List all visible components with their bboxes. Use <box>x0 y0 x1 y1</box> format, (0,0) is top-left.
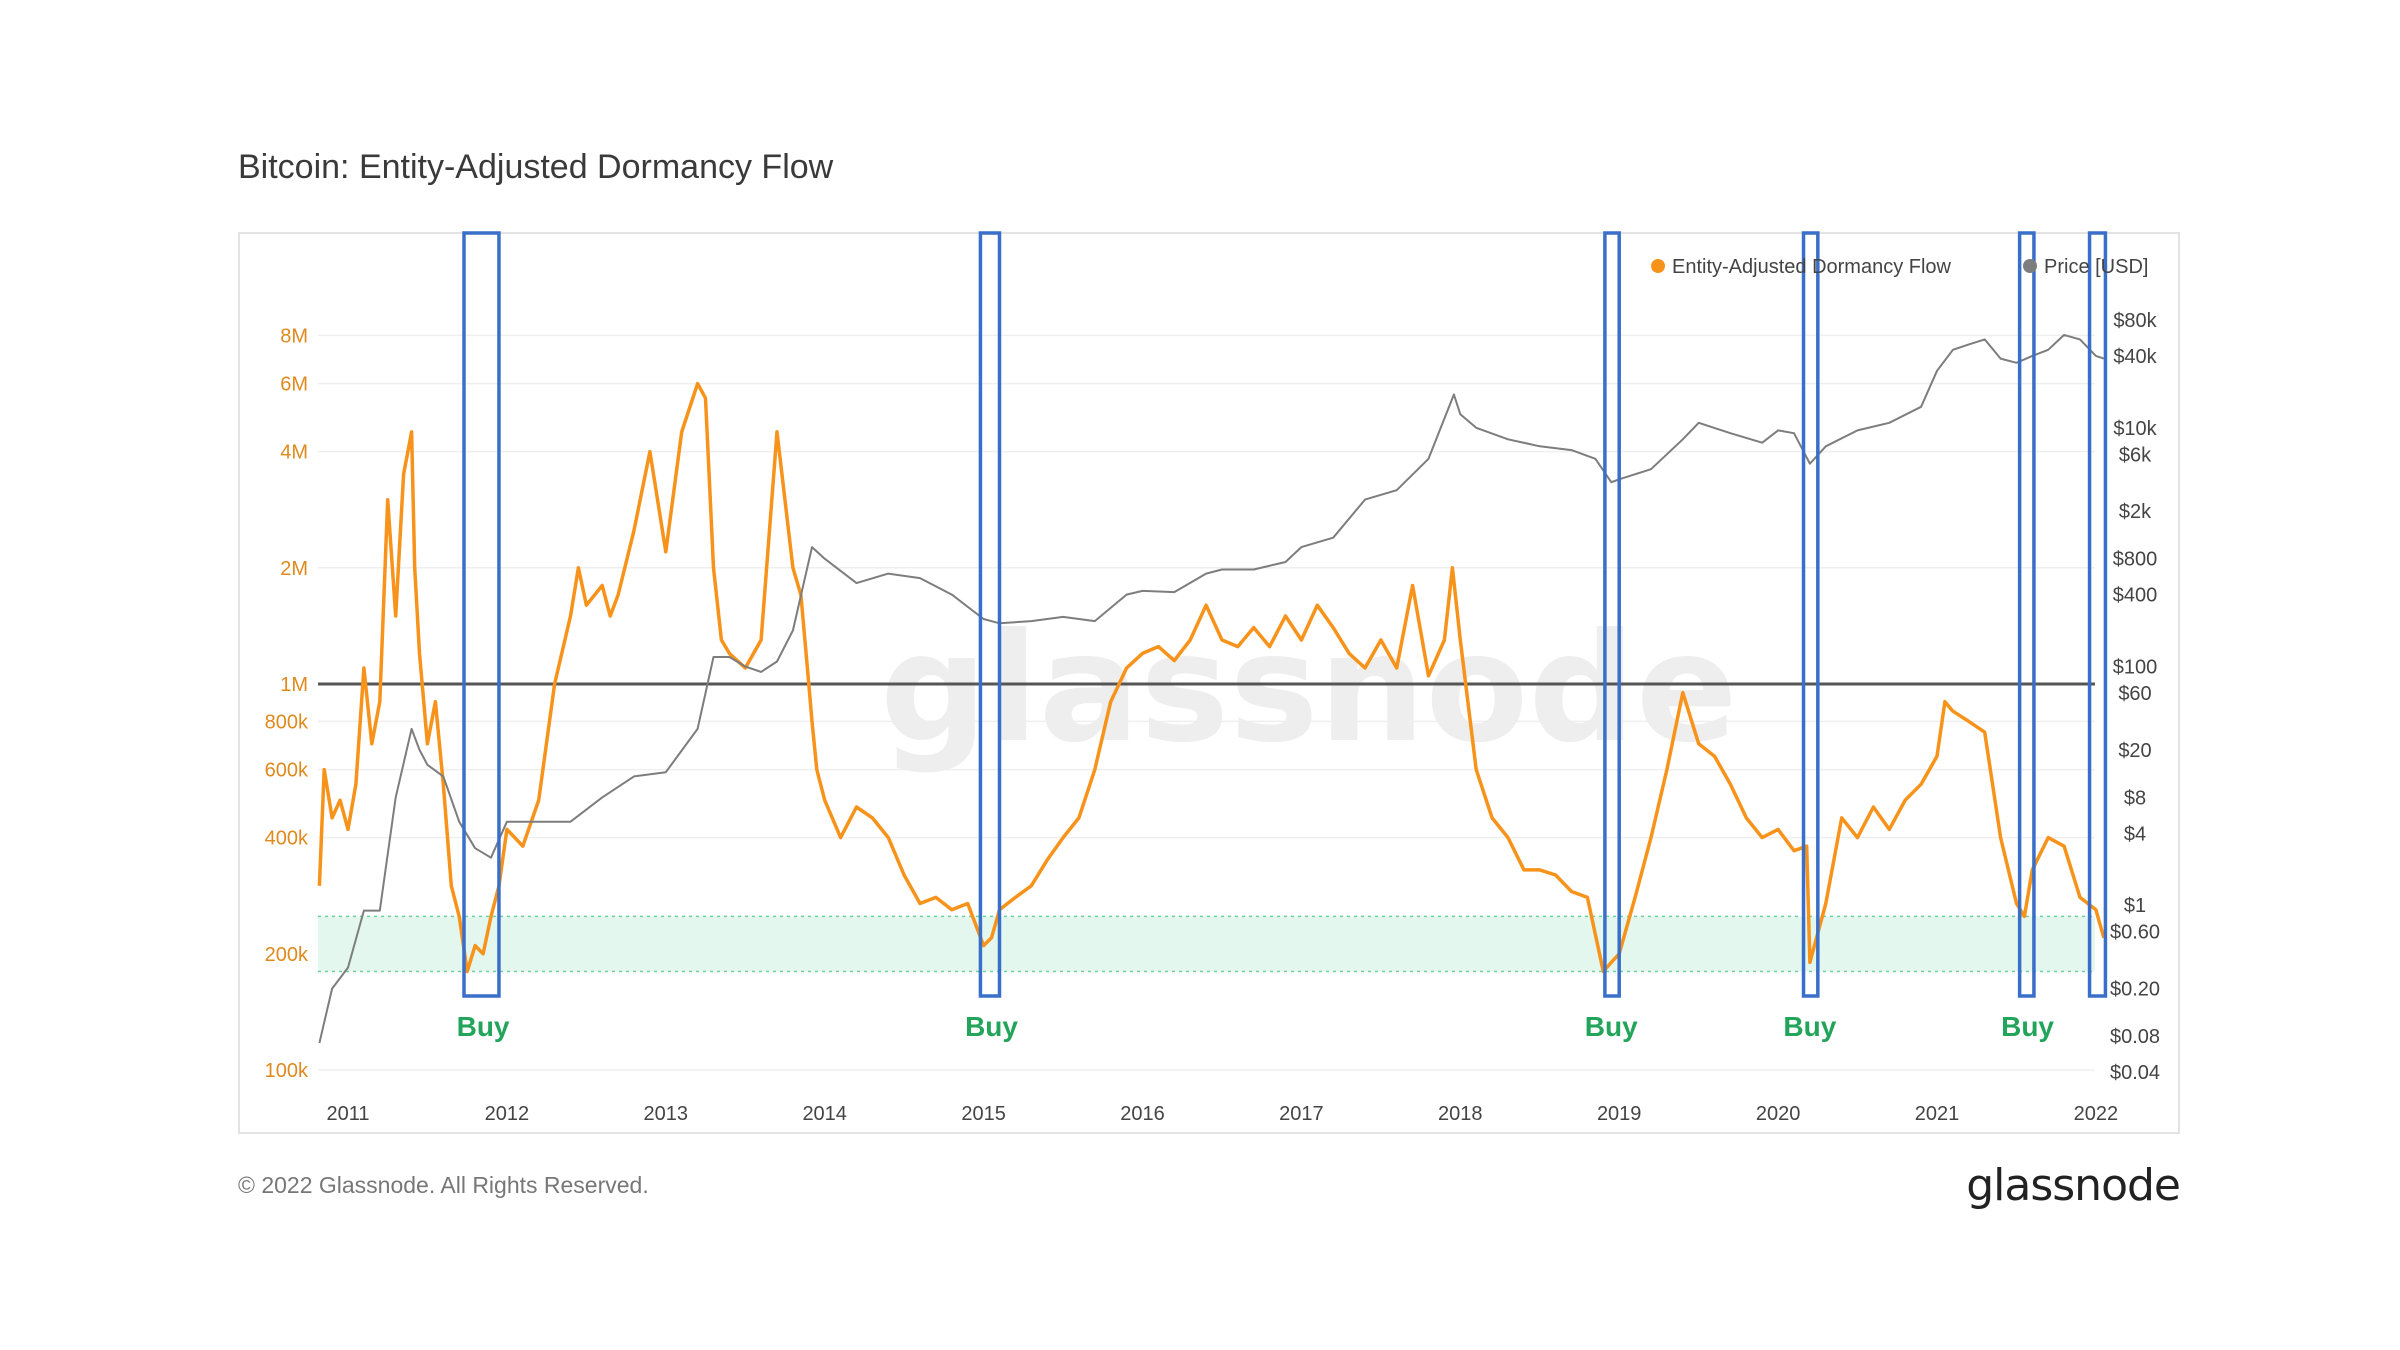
x-tick: 2013 <box>644 1103 689 1125</box>
y-left-tick: 4M <box>280 442 308 464</box>
legend-marker <box>2023 259 2037 273</box>
y-right-tick: $1 <box>2124 895 2146 917</box>
right-axis: $0.04 $0.08 $0.20 $0.60 $1 $4 $8 $20 $60 $100 $400… <box>2110 310 2160 1084</box>
buy-label: Buy <box>1783 1011 1836 1042</box>
x-tick: 2021 <box>1915 1103 1960 1125</box>
highlight-boxes <box>462 231 2108 998</box>
x-tick: 2020 <box>1756 1103 1801 1125</box>
y-right-tick: $40k <box>2113 346 2157 368</box>
y-right-tick: $60 <box>2118 683 2151 705</box>
y-right-tick: $80k <box>2113 310 2157 332</box>
x-tick: 2012 <box>485 1103 530 1125</box>
left-axis: 100k 200k 400k 600k 800k 1M 2M 4M 6M 8M <box>265 325 309 1082</box>
copyright-text: © 2022 Glassnode. All Rights Reserved. <box>238 1172 649 1198</box>
y-left-tick: 200k <box>265 944 309 966</box>
x-tick: 2017 <box>1279 1103 1324 1125</box>
highlight-box <box>978 231 1002 998</box>
price-line <box>318 333 2105 1044</box>
chart-title: Bitcoin: Entity-Adjusted Dormancy Flow <box>238 148 834 186</box>
buy-label: Buy <box>2001 1011 2054 1042</box>
y-right-tick: $6k <box>2119 444 2152 466</box>
y-right-tick: $100 <box>2113 656 2158 678</box>
y-right-tick: $0.04 <box>2110 1062 2160 1084</box>
y-left-tick: 600k <box>265 760 309 782</box>
legend-marker <box>1651 259 1665 273</box>
buy-labels: Buy Buy Buy Buy Buy <box>457 1011 2055 1042</box>
y-right-tick: $4 <box>2124 823 2146 845</box>
y-right-tick: $800 <box>2113 549 2158 571</box>
buy-label: Buy <box>965 1011 1018 1042</box>
y-right-tick: $400 <box>2113 585 2158 607</box>
dormancy-flow-line <box>317 381 2106 974</box>
buy-zone <box>318 915 2095 973</box>
buy-label: Buy <box>457 1011 510 1042</box>
watermark: glassnode <box>880 602 1738 776</box>
highlight-box <box>2017 231 2036 998</box>
highlight-box <box>1603 231 1621 998</box>
buy-label: Buy <box>1585 1011 1638 1042</box>
glassnode-logo: glassnode <box>1966 1160 2181 1211</box>
x-tick: 2019 <box>1597 1103 1642 1125</box>
y-right-tick: $0.20 <box>2110 979 2160 1001</box>
legend-label: Entity-Adjusted Dormancy Flow <box>1672 256 1952 278</box>
x-tick: 2022 <box>2074 1103 2119 1125</box>
y-right-tick: $20 <box>2118 740 2151 762</box>
legend-label: Price [USD] <box>2044 256 2148 278</box>
y-left-tick: 100k <box>265 1060 309 1082</box>
x-tick: 2016 <box>1120 1103 1165 1125</box>
x-tick: 2014 <box>802 1103 847 1125</box>
highlight-box <box>1801 231 1820 998</box>
y-right-tick: $8 <box>2124 787 2146 809</box>
highlight-box <box>462 231 501 998</box>
y-left-tick: 800k <box>265 711 309 733</box>
y-left-tick: 2M <box>280 558 308 580</box>
y-left-tick: 1M <box>280 674 308 696</box>
y-right-tick: $0.60 <box>2110 922 2160 944</box>
x-axis: 2011 2012 2013 2014 2015 2016 2017 2018 2019 2020… <box>326 1103 2118 1125</box>
x-tick: 2015 <box>961 1103 1006 1125</box>
highlight-box <box>2087 231 2108 998</box>
legend: Entity-Adjusted Dormancy Flow Price [USD] <box>1651 256 2148 278</box>
series-group <box>317 333 2106 1044</box>
y-right-tick: $2k <box>2119 501 2152 523</box>
y-right-tick: $10k <box>2113 418 2157 440</box>
y-left-tick: 8M <box>280 325 308 347</box>
y-left-tick: 6M <box>280 374 308 396</box>
chart-frame <box>238 232 2180 1134</box>
y-right-tick: $0.08 <box>2110 1026 2160 1048</box>
x-tick: 2018 <box>1438 1103 1483 1125</box>
y-left-tick: 400k <box>265 828 309 850</box>
buy-zone-band <box>318 916 2095 972</box>
x-tick: 2011 <box>326 1103 369 1125</box>
